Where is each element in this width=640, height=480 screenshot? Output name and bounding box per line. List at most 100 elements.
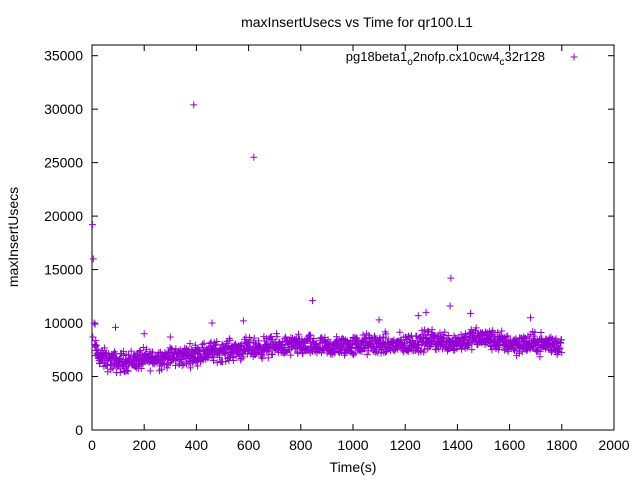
data-point bbox=[382, 330, 390, 338]
data-point bbox=[405, 347, 413, 355]
y-tick-label: 30000 bbox=[44, 101, 83, 117]
data-point-outlier bbox=[89, 221, 97, 229]
x-tick-label: 800 bbox=[289, 437, 313, 453]
data-point bbox=[555, 348, 563, 356]
data-point bbox=[495, 343, 503, 351]
data-point bbox=[116, 369, 124, 377]
y-axis-label: maxInsertUsecs bbox=[5, 187, 21, 287]
data-point bbox=[365, 347, 373, 355]
data-point bbox=[253, 349, 261, 357]
x-tick-label: 1800 bbox=[546, 437, 577, 453]
x-tick-label: 600 bbox=[237, 437, 261, 453]
data-point-outlier bbox=[466, 309, 474, 317]
data-point bbox=[307, 331, 315, 339]
y-tick-label: 15000 bbox=[44, 262, 83, 278]
data-points bbox=[89, 101, 566, 377]
data-point-outlier bbox=[140, 330, 148, 338]
data-point bbox=[299, 349, 307, 357]
y-axis: 0 5000 10000 15000 20000 25000 30000 35000 bbox=[44, 48, 614, 438]
legend-subscript-1: o bbox=[407, 57, 413, 68]
data-point bbox=[282, 333, 290, 341]
data-point-outlier bbox=[239, 317, 247, 325]
data-point bbox=[124, 367, 132, 375]
data-point bbox=[498, 327, 506, 335]
data-point bbox=[135, 348, 143, 356]
data-point bbox=[100, 344, 108, 352]
plot-area: 0 200 400 600 800 1000 1200 1400 1600 1800 2000 0 5… bbox=[44, 44, 630, 453]
data-point bbox=[287, 351, 295, 359]
data-point bbox=[379, 334, 387, 342]
legend-plus-marker bbox=[570, 53, 578, 61]
data-point bbox=[354, 336, 362, 344]
data-point bbox=[557, 336, 565, 344]
data-point bbox=[92, 337, 100, 345]
data-point bbox=[158, 365, 166, 373]
data-point bbox=[186, 364, 194, 372]
data-point bbox=[255, 337, 263, 345]
data-point bbox=[428, 326, 436, 334]
data-point bbox=[494, 328, 502, 336]
data-point bbox=[143, 345, 151, 353]
data-point bbox=[504, 332, 512, 340]
data-point bbox=[333, 333, 341, 341]
x-tick-label: 400 bbox=[185, 437, 209, 453]
data-point bbox=[137, 364, 145, 372]
data-point bbox=[213, 337, 221, 345]
legend-text-main: pg18beta1 bbox=[346, 49, 407, 64]
y-tick-label: 20000 bbox=[44, 208, 83, 224]
data-point bbox=[123, 367, 131, 375]
data-point bbox=[258, 354, 266, 362]
data-point bbox=[363, 351, 371, 359]
data-point bbox=[155, 349, 163, 357]
data-point-outlier bbox=[447, 274, 455, 282]
x-tick-label: 1200 bbox=[390, 437, 421, 453]
data-point bbox=[558, 349, 566, 357]
y-tick-label: 25000 bbox=[44, 155, 83, 171]
legend-text-mid: 2nofp.cx10cw4 bbox=[413, 49, 500, 64]
data-point bbox=[361, 345, 369, 353]
data-point bbox=[537, 329, 545, 337]
x-axis: 0 200 400 600 800 1000 1200 1400 1600 1800 2000 bbox=[88, 45, 630, 453]
data-point bbox=[352, 349, 360, 357]
data-point bbox=[208, 354, 216, 362]
plot-frame bbox=[91, 44, 615, 431]
data-point bbox=[523, 347, 531, 355]
data-point bbox=[294, 349, 302, 357]
data-point bbox=[163, 364, 171, 372]
y-tick-label: 35000 bbox=[44, 48, 83, 64]
legend-text-tail: 32r128 bbox=[505, 49, 545, 64]
data-point-outlier bbox=[190, 101, 198, 109]
data-point bbox=[525, 335, 533, 343]
data-point bbox=[213, 359, 221, 367]
data-point bbox=[485, 327, 493, 335]
data-point bbox=[421, 332, 429, 340]
x-tick-label: 2000 bbox=[598, 437, 629, 453]
data-point bbox=[136, 347, 144, 355]
data-point-outlier bbox=[309, 297, 317, 305]
legend: pg18beta1o2nofp.cx10cw4c32r128 bbox=[346, 49, 578, 68]
data-point-outlier bbox=[375, 316, 383, 324]
data-point-outlier bbox=[166, 333, 174, 341]
data-point bbox=[139, 343, 147, 351]
data-point bbox=[542, 335, 550, 343]
legend-label: pg18beta1o2nofp.cx10cw4c32r128 bbox=[346, 49, 545, 68]
data-point bbox=[488, 346, 496, 354]
legend-subscript-2: c bbox=[500, 57, 505, 68]
data-point bbox=[348, 343, 356, 351]
data-point bbox=[468, 346, 476, 354]
x-tick-label: 1400 bbox=[442, 437, 473, 453]
data-point bbox=[167, 346, 175, 354]
data-point bbox=[352, 335, 360, 343]
data-point bbox=[467, 326, 475, 334]
data-point bbox=[250, 334, 258, 342]
data-point bbox=[555, 345, 563, 353]
legend-marker bbox=[570, 53, 578, 61]
y-tick-label: 0 bbox=[75, 422, 83, 438]
data-point bbox=[330, 348, 338, 356]
data-point bbox=[268, 350, 276, 358]
data-point bbox=[382, 348, 390, 356]
x-tick-label: 200 bbox=[133, 437, 157, 453]
data-point bbox=[123, 363, 131, 371]
x-axis-label: Time(s) bbox=[330, 459, 377, 475]
data-point bbox=[531, 328, 539, 336]
